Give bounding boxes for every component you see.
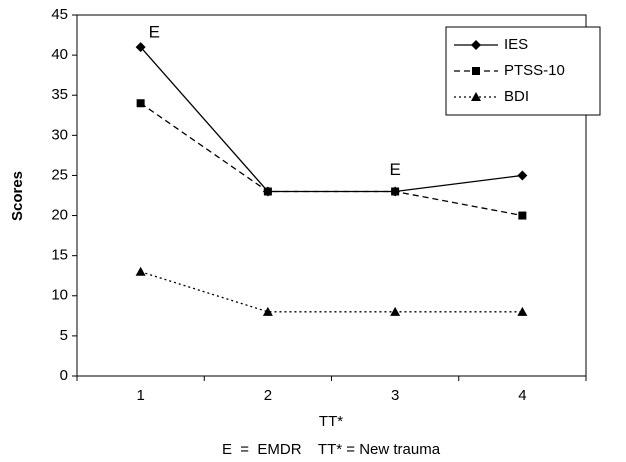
series-line <box>140 102 523 217</box>
legend-label: BDI <box>504 88 529 105</box>
x-tick-label: 4 <box>518 387 526 404</box>
marker <box>135 42 146 53</box>
marker <box>136 99 145 108</box>
marker <box>391 187 400 196</box>
marker <box>517 306 528 316</box>
y-tick-label: 10 <box>51 287 68 304</box>
marker <box>262 306 273 316</box>
marker <box>517 170 528 181</box>
marker <box>390 306 401 316</box>
y-tick-label: 40 <box>51 46 68 63</box>
annotation: E <box>389 160 400 179</box>
y-axis-label: Scores <box>9 171 26 221</box>
legend-label: PTSS-10 <box>504 62 565 79</box>
series-line <box>140 46 523 193</box>
y-tick-label: 5 <box>60 327 68 344</box>
y-tick-label: 45 <box>51 6 68 23</box>
annotation: E <box>149 23 160 42</box>
x-tick-label: 2 <box>264 387 272 404</box>
y-tick-label: 35 <box>51 86 68 103</box>
legend-label: IES <box>504 36 528 53</box>
y-tick-label: 20 <box>51 207 68 224</box>
x-axis-label: TT* <box>319 413 343 430</box>
marker <box>471 92 481 101</box>
y-tick-label: 30 <box>51 126 68 143</box>
marker <box>135 266 146 276</box>
y-tick-label: 25 <box>51 166 68 183</box>
x-tick-label: 3 <box>391 387 399 404</box>
marker <box>518 211 527 220</box>
series-line <box>140 271 523 313</box>
y-tick-label: 0 <box>60 367 68 384</box>
marker <box>263 187 272 196</box>
marker <box>472 67 480 75</box>
y-tick-label: 15 <box>51 247 68 264</box>
marker <box>471 40 481 50</box>
x-tick-label: 1 <box>136 387 144 404</box>
footnote: E = EMDR TT* = New trauma <box>222 441 441 458</box>
